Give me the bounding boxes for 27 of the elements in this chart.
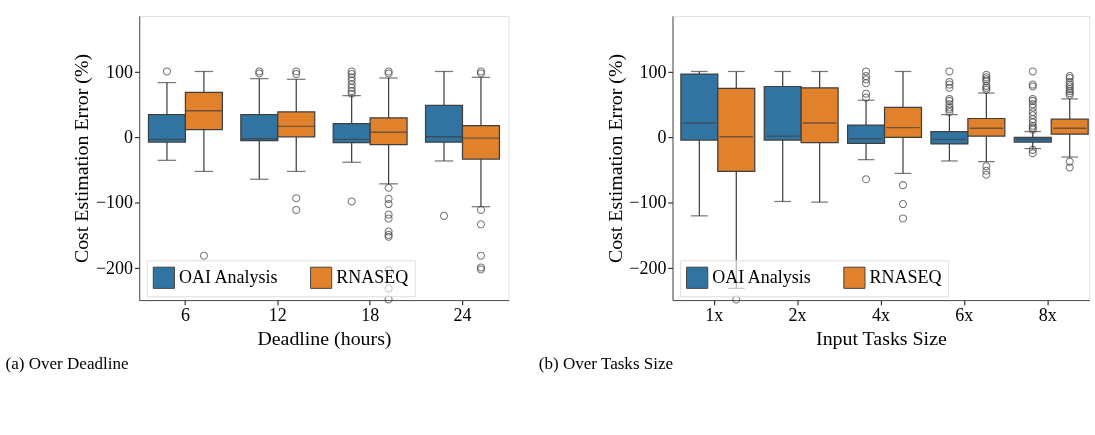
x-tick-label: 1x <box>705 305 724 326</box>
y-tick-label: −100 <box>95 192 134 213</box>
y-tick-label: −200 <box>95 257 134 278</box>
y-axis-title: Cost Estimation Error (%) <box>603 53 627 264</box>
x-tick-label: 12 <box>268 305 287 326</box>
legend-label: OAI Analysis <box>179 267 278 288</box>
y-tick-label: 0 <box>124 126 134 147</box>
legend-label: RNASEQ <box>869 267 942 288</box>
x-tick-label: 18 <box>361 305 380 326</box>
y-tick-label: 100 <box>106 61 134 82</box>
x-tick-label: 6x <box>955 305 974 326</box>
y-tick-label: −200 <box>629 257 667 278</box>
x-axis-title: Deadline (hours) <box>257 327 392 351</box>
text: (b) Over Tasks Size <box>538 354 674 374</box>
x-tick-label: 2x <box>788 305 807 326</box>
legend-label: OAI Analysis <box>712 267 811 288</box>
y-axis-title: Cost Estimation Error (%) <box>70 53 94 264</box>
y-tick-label: 0 <box>657 126 667 147</box>
y-tick-label: −100 <box>629 192 667 213</box>
y-tick-label: 100 <box>639 61 667 82</box>
text: (a) Over Deadline <box>5 354 129 374</box>
x-tick-label: 24 <box>453 305 472 326</box>
x-axis-title: Input Tasks Size <box>816 327 947 350</box>
x-tick-label: 6 <box>180 305 190 326</box>
legend-label: RNASEQ <box>336 267 409 288</box>
x-tick-label: 4x <box>871 305 890 326</box>
x-tick-label: 8x <box>1038 305 1057 326</box>
